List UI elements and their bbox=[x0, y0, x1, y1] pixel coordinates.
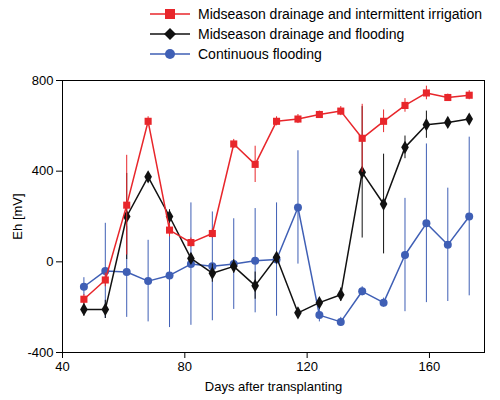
svg-text:Days after transplanting: Days after transplanting bbox=[205, 379, 342, 394]
svg-text:160: 160 bbox=[419, 359, 441, 374]
svg-text:-400: -400 bbox=[27, 345, 53, 360]
svg-text:0: 0 bbox=[46, 254, 53, 269]
html-text:Midseason drainage and floodin: Midseason drainage and flooding bbox=[198, 26, 405, 42]
svg-text:400: 400 bbox=[32, 163, 54, 178]
svg-text:120: 120 bbox=[296, 359, 318, 374]
svg-text:Eh [mV]: Eh [mV] bbox=[10, 193, 25, 239]
svg-text:800: 800 bbox=[32, 73, 54, 88]
svg-text:80: 80 bbox=[178, 359, 192, 374]
html-text:Continuous flooding: Continuous flooding bbox=[198, 46, 322, 62]
html-text:Midseason drainage and intermi: Midseason drainage and intermittent irri… bbox=[198, 6, 482, 22]
svg-text:40: 40 bbox=[55, 359, 69, 374]
